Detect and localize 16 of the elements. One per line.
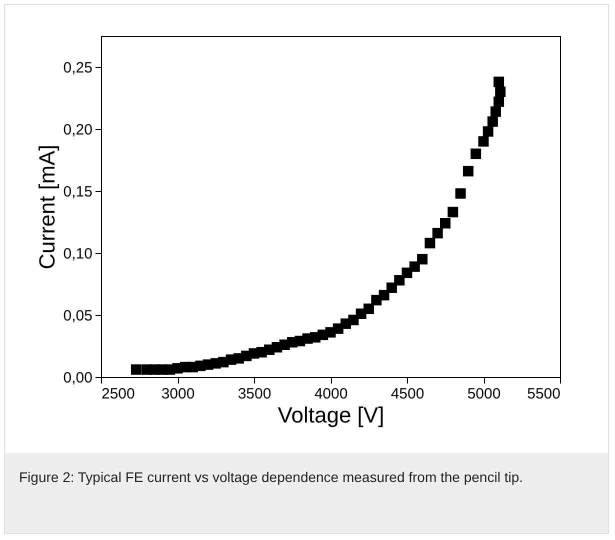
y-tick-label: 0,25 [63,60,92,76]
y-tick-label: 0,20 [63,122,92,138]
x-tick-label: 5000 [467,386,501,402]
y-axis-title: Current [mA] [34,144,60,270]
y-tick-label: 0,10 [63,246,92,262]
x-tick-label: 3500 [238,386,272,402]
x-tick-label: 4000 [314,386,348,402]
x-axis-title: Voltage [V] [278,402,384,428]
caption: Figure 2: Typical FE current vs voltage dependence measured from the pencil tip. [19,468,524,487]
x-tick-label: 5500 [527,386,560,402]
x-tick-label: 3000 [161,386,195,402]
x-tick-label: 2500 [102,386,135,402]
y-tick-label: 0,00 [63,370,92,386]
x-tick-label: 4500 [390,386,424,402]
y-tick-label: 0,15 [63,184,92,200]
y-tick-label: 0,05 [63,308,92,324]
